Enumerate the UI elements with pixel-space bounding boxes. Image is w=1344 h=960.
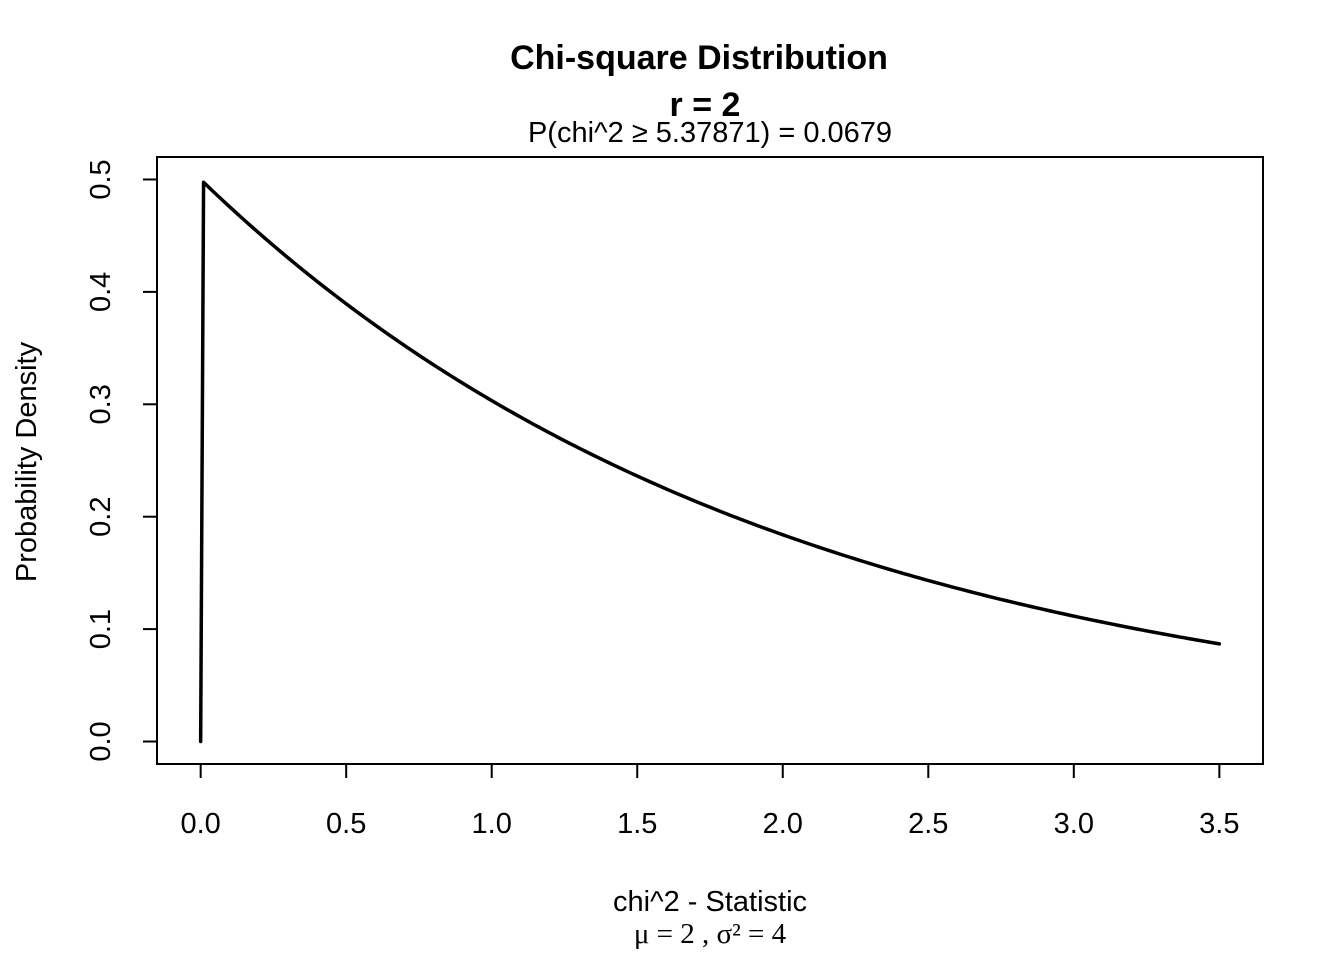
chart-title-line2: r = 2	[670, 86, 741, 124]
chart-subtitle: P(chi^2 ≥ 5.37871) = 0.0679	[528, 117, 892, 149]
y-tick-label: 0.2	[85, 497, 117, 537]
chart-title: Chi-square Distribution	[510, 39, 888, 77]
plot-frame	[156, 156, 1264, 765]
x-tick-label: 0.0	[180, 808, 220, 840]
x-tick-label: 1.0	[472, 808, 512, 840]
y-axis-label: Probability Density	[11, 341, 43, 582]
y-tick-label: 0.5	[85, 159, 117, 199]
y-axis: 0.0 0.1 0.2 0.3 0.4 0.5	[85, 159, 158, 762]
y-tick-label: 0.0	[85, 721, 117, 761]
y-tick-label: 0.3	[85, 384, 117, 424]
x-axis-label: chi^2 - Statistic	[613, 886, 807, 918]
x-axis-label-moments: μ = 2 , σ² = 4	[634, 918, 787, 950]
x-tick-label: 3.0	[1054, 808, 1094, 840]
y-tick-label: 0.4	[85, 272, 117, 312]
x-axis: 0.0 0.5 1.0 1.5 2.0 2.5 3.0 3.5	[180, 763, 1240, 840]
x-tick-label: 1.5	[617, 808, 657, 840]
x-tick-label: 2.5	[908, 808, 948, 840]
x-tick-label: 3.5	[1199, 808, 1239, 840]
x-tick-label: 0.5	[326, 808, 366, 840]
y-tick-label: 0.1	[85, 609, 117, 649]
density-curve	[198, 180, 1222, 744]
x-tick-label: 2.0	[763, 808, 803, 840]
